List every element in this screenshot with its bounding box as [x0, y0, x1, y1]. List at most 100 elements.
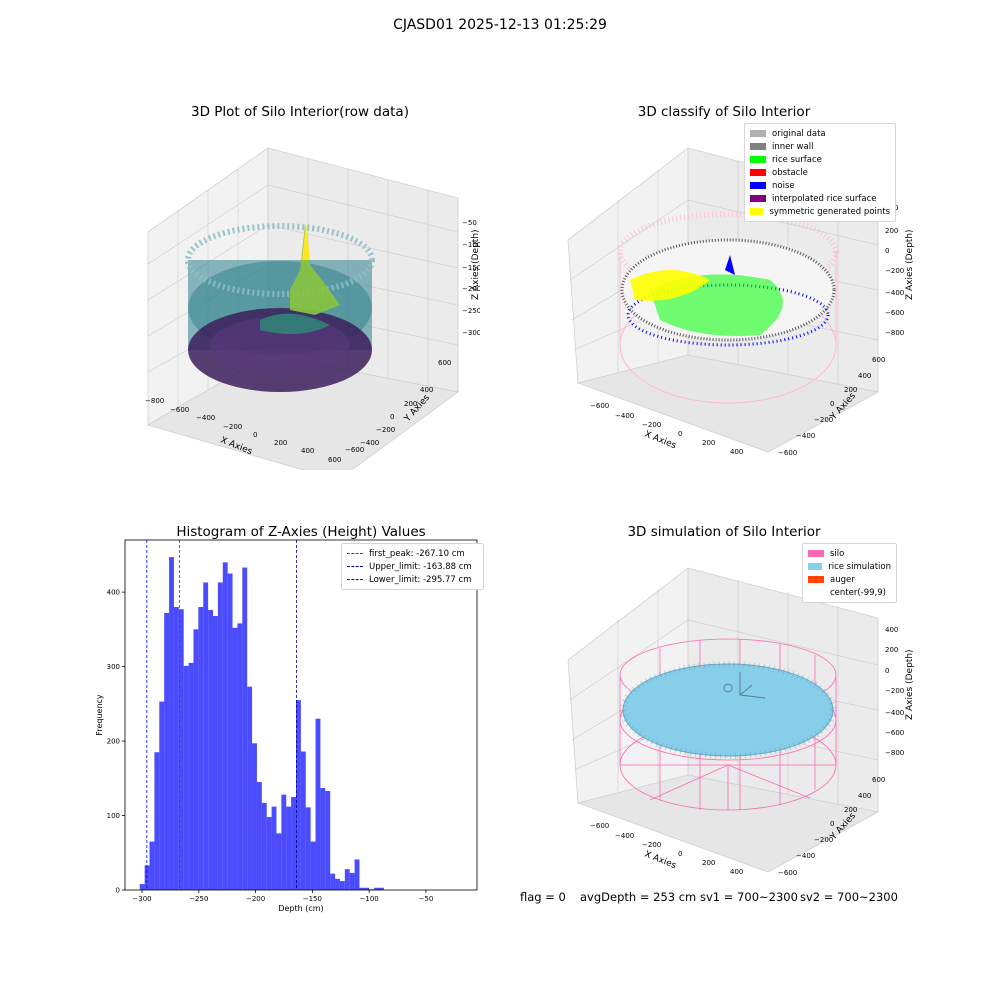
classify-xtick: 0 — [678, 430, 682, 438]
legend-label: interpolated rice surface — [772, 193, 877, 204]
histogram-bar — [315, 718, 321, 890]
histogram-bar — [300, 751, 306, 890]
legend-swatch — [808, 550, 824, 557]
histogram-bars — [139, 557, 384, 890]
classify-ztick: −200 — [885, 267, 904, 275]
raw-ztick: −200 — [462, 285, 480, 293]
classify-ytick: 0 — [830, 400, 834, 408]
histogram-bar — [354, 859, 360, 890]
figure-suptitle: CJASD01 2025-12-13 01:25:29 — [393, 17, 607, 33]
histogram-bar — [198, 607, 204, 890]
raw-ztick: −150 — [462, 264, 480, 272]
histogram-xlabel: Depth (cm) — [278, 904, 323, 913]
histogram-bar — [276, 833, 282, 890]
raw-xtick: 600 — [328, 456, 341, 464]
legend-label: silo — [830, 548, 845, 559]
histogram-bar — [330, 873, 336, 890]
legend-label: auger — [830, 574, 855, 585]
legend-label: first_peak: -267.10 cm — [369, 548, 465, 559]
histogram-bar — [291, 796, 297, 890]
histogram-bar — [339, 881, 345, 890]
histogram-xticks: −300 −250 −200 −150 −100 −50 — [132, 890, 433, 903]
raw-ztick: −100 — [462, 241, 480, 249]
simulation-ytick: 200 — [844, 806, 857, 814]
histogram-bar — [232, 627, 238, 890]
y-tick-label: 0 — [116, 887, 120, 895]
raw-xtick: −200 — [223, 423, 242, 431]
classify-zlabel: Z Axies (Depth) — [905, 229, 915, 300]
raw-xtick: 0 — [253, 431, 257, 439]
x-tick-label: −200 — [246, 895, 265, 903]
raw-ytick: −200 — [376, 426, 395, 434]
legend-line — [347, 566, 363, 567]
histogram-bar — [310, 841, 316, 890]
legend-line — [347, 579, 363, 580]
histogram-bar — [149, 841, 155, 890]
classify-xtick: 400 — [730, 448, 743, 456]
classify-ytick: −400 — [796, 432, 815, 440]
legend-line — [347, 553, 363, 554]
legend-swatch — [808, 576, 824, 583]
histogram-bar — [237, 623, 243, 890]
histogram-bar — [217, 582, 223, 890]
histogram-bar — [374, 887, 380, 890]
classify-ztick: −800 — [885, 329, 904, 337]
y-tick-label: 300 — [107, 663, 120, 671]
histogram-bar — [222, 562, 228, 890]
classify-ytick: −600 — [778, 449, 797, 457]
footer-flag: flag = 0 — [520, 890, 566, 904]
histogram-chart: −300 −250 −200 −150 −100 −50 0 100 200 300 400 De… — [95, 539, 478, 913]
legend-label: Upper_limit: -163.88 cm — [369, 561, 472, 572]
simulation-xtick: 200 — [702, 859, 715, 867]
footer-sv1: sv1 = 700~2300 — [700, 890, 798, 904]
raw-ytick: −600 — [345, 446, 364, 454]
classify-ztick: −600 — [885, 309, 904, 317]
footer-sv2: sv2 = 700~2300 — [800, 890, 898, 904]
histogram-bar — [281, 794, 287, 890]
legend-label: noise — [772, 180, 795, 191]
simulation-zlabel: Z Axies (Depth) — [905, 649, 915, 720]
classify-ytick: 400 — [858, 372, 871, 380]
simulation-ztick: 400 — [885, 626, 898, 634]
histogram-title: Histogram of Z-Axies (Height) Values — [176, 524, 426, 540]
simulation-ztick: −400 — [885, 709, 904, 717]
simulation-xtick: −400 — [615, 832, 634, 840]
histogram-bar — [359, 887, 365, 890]
histogram-bar — [286, 806, 292, 890]
classify-xlabel: X Axies — [643, 430, 678, 452]
simulation-ytick: −200 — [814, 836, 833, 844]
simulation-3d-plot: −600 −400 −200 0 200 400 600 400 200 0 −… — [567, 567, 915, 877]
histogram-bar — [193, 629, 199, 890]
classify-ztick: 200 — [885, 227, 898, 235]
histogram-frame — [124, 539, 478, 891]
classify-ztick: 0 — [885, 247, 889, 255]
raw-ztick: −50 — [462, 219, 477, 227]
classify-ytick: 600 — [872, 356, 885, 364]
simulation-ytick: −600 — [778, 869, 797, 877]
classify-xtick: 200 — [702, 439, 715, 447]
legend-swatch — [750, 208, 764, 215]
raw-ytick: 0 — [390, 413, 394, 421]
legend-label: center(-99,9) — [830, 587, 886, 598]
histogram-bar — [379, 887, 384, 890]
simulation-ytick: 600 — [872, 776, 885, 784]
legend-swatch — [750, 182, 766, 189]
legend-swatch — [750, 195, 766, 202]
histogram-bar — [169, 557, 174, 890]
histogram-bar — [320, 787, 326, 890]
legend-label: original data — [772, 128, 826, 139]
histogram-bar — [247, 686, 253, 890]
classify-xtick: −400 — [615, 412, 634, 420]
raw-ytick: 400 — [420, 386, 433, 394]
histogram-bar — [154, 752, 160, 890]
y-tick-label: 200 — [107, 738, 120, 746]
simulation-xtick: −600 — [590, 822, 609, 830]
histogram-bar — [325, 790, 331, 890]
simulation-ytick: 0 — [830, 820, 834, 828]
simulation-xtick: 400 — [730, 868, 743, 876]
histogram-bar — [261, 802, 267, 890]
simulation-plot-title: 3D simulation of Silo Interior — [627, 524, 821, 540]
simulation-legend: silo rice simulation auger center(-99,9) — [802, 543, 897, 603]
histogram-bar — [203, 582, 209, 890]
simulation-ztick: −800 — [885, 749, 904, 757]
